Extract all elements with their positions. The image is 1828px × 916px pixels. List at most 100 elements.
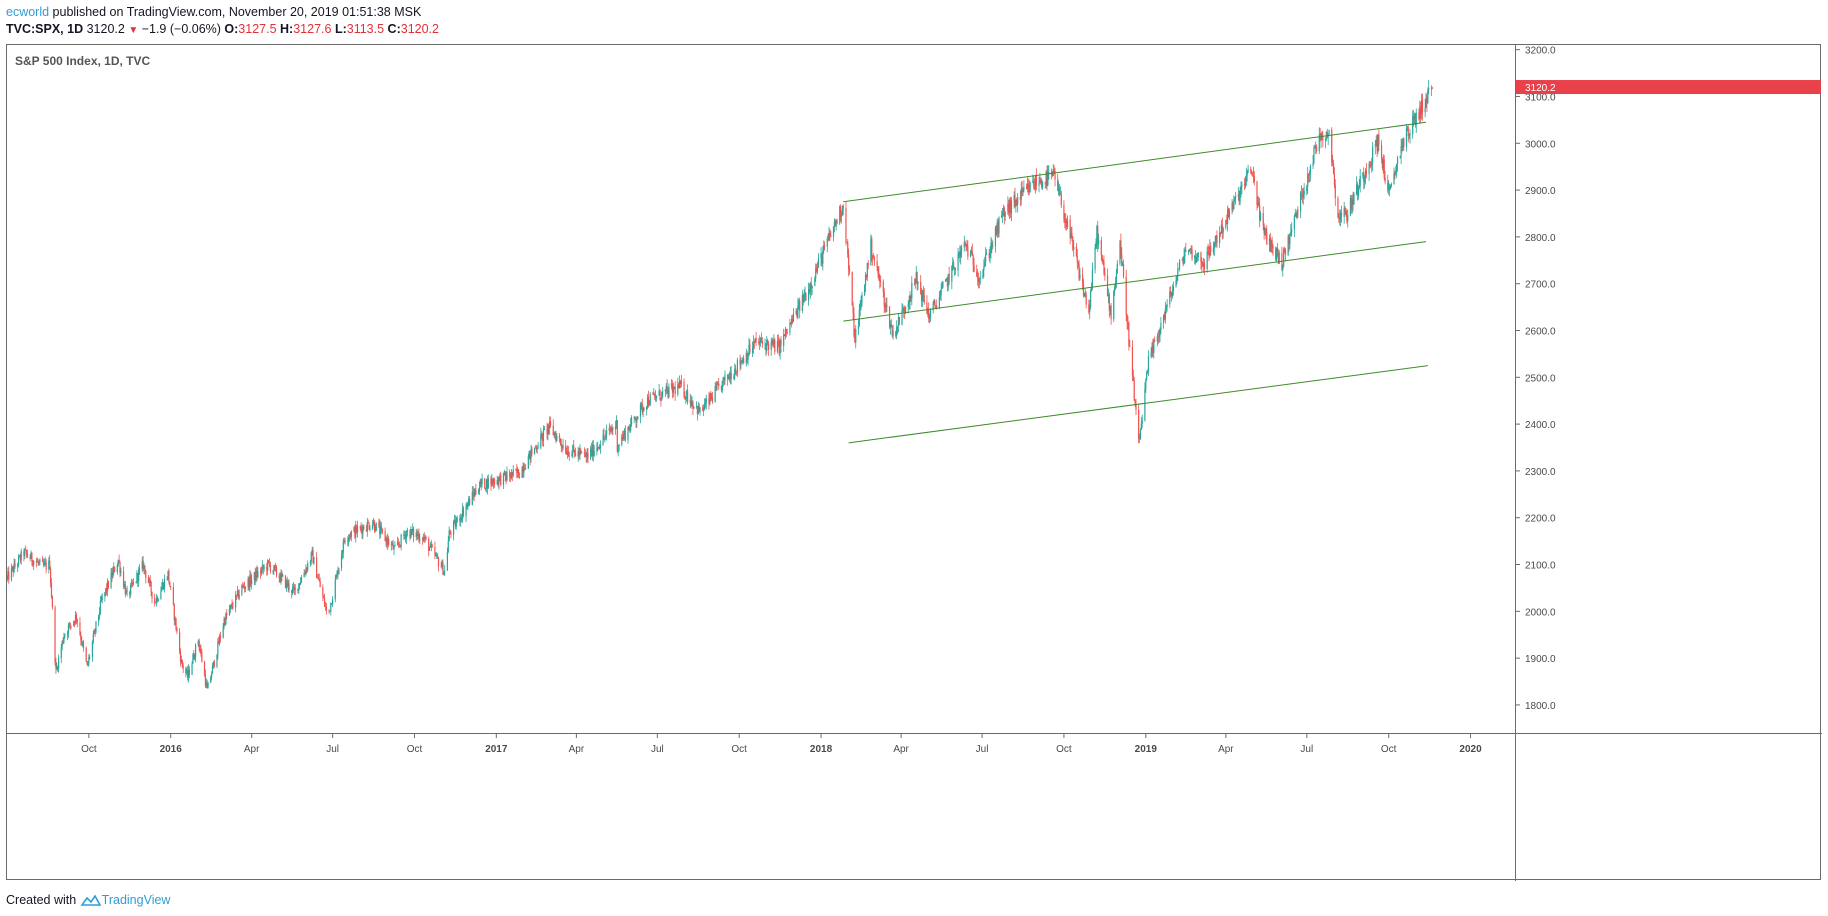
candle <box>1041 180 1044 190</box>
candle <box>76 618 78 628</box>
candle <box>48 557 50 574</box>
candle <box>558 433 561 443</box>
candle <box>197 639 199 647</box>
candle <box>267 560 270 564</box>
candle <box>821 252 823 268</box>
candle <box>729 366 731 385</box>
candle <box>168 568 170 585</box>
candle <box>466 501 468 510</box>
candle <box>1307 172 1310 183</box>
candle <box>450 530 452 539</box>
candle <box>759 337 762 347</box>
candle <box>477 488 480 495</box>
candle <box>279 572 281 583</box>
price-chart[interactable]: 1800.0 1900.0 2000.0 2100.0 2200.0 2300.0 2400… <box>7 45 1822 881</box>
candle <box>288 579 290 593</box>
candle <box>951 265 953 290</box>
candle <box>1119 240 1121 266</box>
tradingview-link[interactable]: TradingView <box>101 893 171 907</box>
candle <box>419 533 421 544</box>
x-tick-label: Apr <box>1218 744 1234 755</box>
candle <box>504 471 506 482</box>
candle <box>12 565 14 577</box>
channel-trend-line[interactable] <box>843 241 1427 322</box>
candle <box>281 570 283 582</box>
candle <box>890 319 892 328</box>
y-tick-label: 1900.0 <box>1525 654 1556 665</box>
candle <box>1070 227 1072 239</box>
author-link[interactable]: ecworld <box>6 5 50 19</box>
candle <box>734 363 736 381</box>
candle <box>422 533 424 543</box>
candle <box>1189 248 1191 255</box>
candle <box>754 337 756 344</box>
candle <box>56 662 58 671</box>
candle <box>372 519 374 531</box>
candle <box>54 605 56 666</box>
candle <box>816 262 819 275</box>
candle <box>291 589 293 599</box>
candle <box>886 297 888 313</box>
candle <box>187 665 189 681</box>
candle <box>1350 195 1352 214</box>
candle <box>1096 224 1098 250</box>
candle <box>1075 242 1077 257</box>
candle <box>261 560 263 574</box>
candle <box>764 338 766 350</box>
candle <box>664 389 666 398</box>
candle <box>1428 79 1430 95</box>
candle <box>1121 247 1123 267</box>
candle <box>596 442 598 456</box>
candle <box>816 263 818 273</box>
candle <box>1283 246 1286 254</box>
candle <box>1009 196 1012 219</box>
candle <box>343 537 345 544</box>
candle <box>136 570 138 584</box>
candle <box>1243 177 1246 191</box>
channel-lines[interactable] <box>843 121 1428 444</box>
candle <box>509 472 512 483</box>
candle <box>1371 157 1373 173</box>
candle <box>424 534 426 543</box>
candle <box>1346 209 1348 224</box>
candle <box>841 205 844 216</box>
candle <box>1290 224 1292 236</box>
candle <box>577 446 579 462</box>
candle <box>425 535 427 541</box>
candle <box>518 472 521 479</box>
candle <box>1015 199 1017 213</box>
candle <box>32 560 34 568</box>
candle <box>614 420 617 435</box>
candle <box>80 631 82 646</box>
candle <box>429 541 432 548</box>
candle <box>1238 190 1240 205</box>
y-tick-label: 2800.0 <box>1525 233 1556 244</box>
candle <box>909 291 911 310</box>
candle <box>778 337 780 357</box>
candle <box>1378 129 1380 152</box>
candle <box>1288 234 1290 252</box>
candle <box>198 638 200 652</box>
candle <box>148 577 150 587</box>
chart-frame[interactable]: 1800.0 1900.0 2000.0 2100.0 2200.0 2300.0 2400… <box>6 44 1822 881</box>
candle <box>791 314 794 324</box>
candle <box>260 566 263 576</box>
candle <box>39 558 41 566</box>
candle <box>206 679 208 689</box>
candle <box>992 240 994 250</box>
candle <box>1107 288 1110 304</box>
candle <box>1387 174 1389 193</box>
candle <box>636 416 638 428</box>
candle <box>387 533 389 551</box>
candle <box>1413 112 1416 125</box>
channel-trend-line[interactable] <box>843 121 1427 203</box>
candle <box>880 275 882 288</box>
channel-trend-line[interactable] <box>848 365 1428 444</box>
candle <box>826 235 828 253</box>
candle <box>459 514 461 526</box>
candle <box>807 282 810 306</box>
candle <box>45 559 47 574</box>
candle <box>808 283 811 295</box>
candle <box>366 517 368 537</box>
candle <box>1240 181 1242 198</box>
